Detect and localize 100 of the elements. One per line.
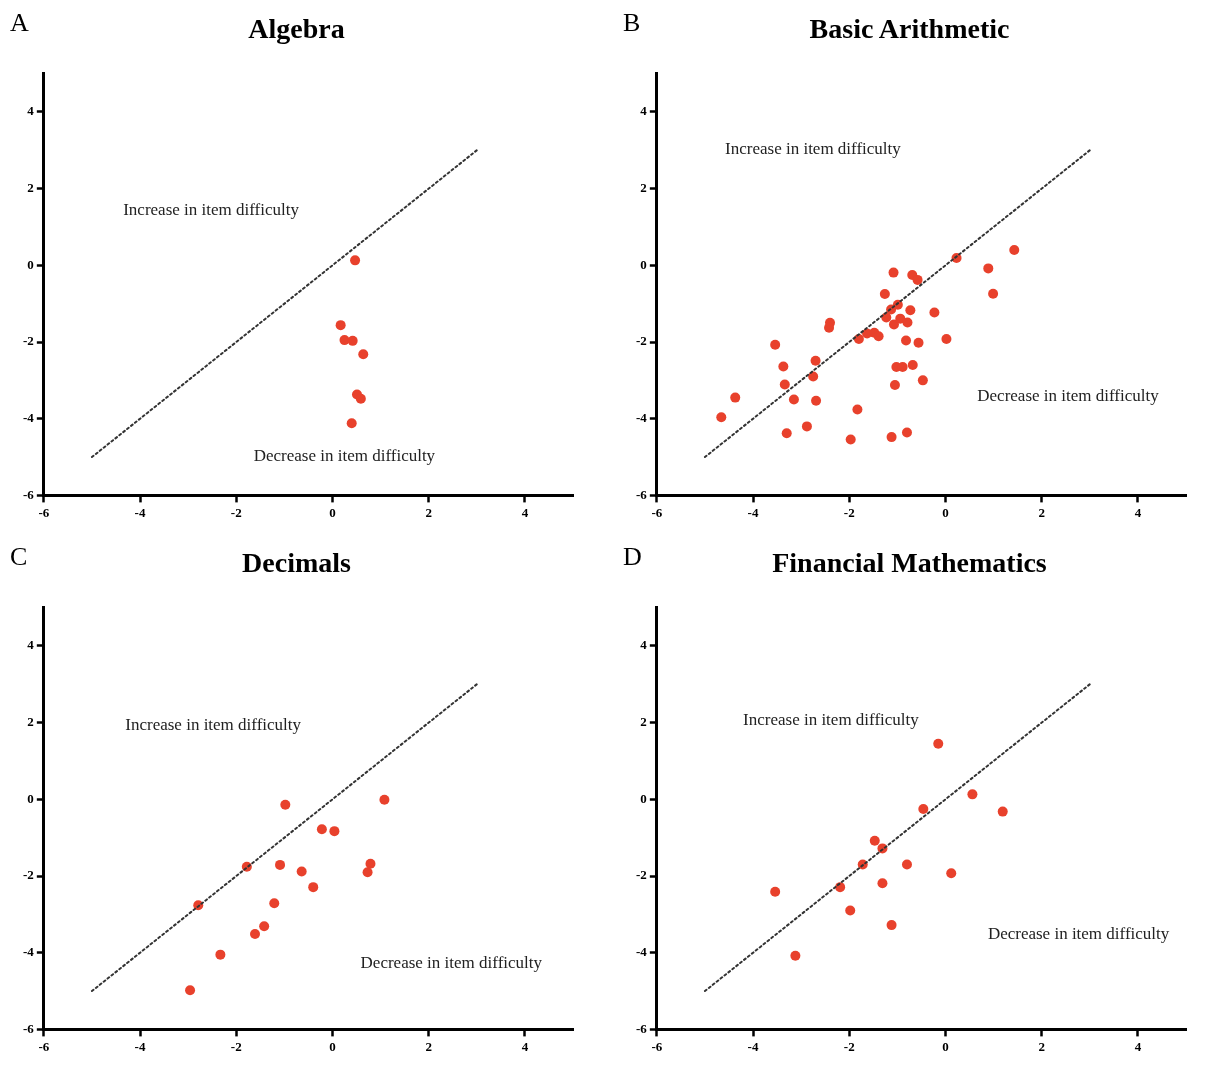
y-tick-label: 0: [640, 256, 647, 272]
chart-subtitle: C: [10, 542, 28, 572]
y-tick-label: 2: [640, 714, 647, 729]
y-tick-label: -4: [635, 944, 648, 960]
annotation: Decrease in item difficulty: [977, 385, 1160, 405]
point: [215, 949, 226, 960]
x-tick-label: 4: [521, 504, 529, 520]
point: [185, 985, 196, 996]
point: [886, 432, 897, 443]
point: [912, 274, 923, 285]
point: [905, 305, 916, 316]
annotation: Increase in item difficulty: [123, 200, 300, 220]
chart-title: Financial Mathematics: [772, 547, 1047, 579]
x-tick-label: 4: [1134, 1038, 1142, 1054]
point: [913, 337, 924, 348]
point: [901, 335, 912, 346]
y-tick-label: -4: [22, 410, 35, 426]
point: [933, 738, 944, 749]
point: [778, 361, 789, 372]
x-tick-label: 0: [329, 1038, 336, 1054]
point: [779, 379, 790, 390]
y-tick-label: -6: [635, 486, 648, 502]
point: [929, 307, 940, 318]
y-tick-label: -4: [22, 944, 35, 960]
point: [781, 428, 792, 439]
y-tick-label: 0: [27, 790, 34, 806]
y-tick-label: 2: [27, 714, 34, 729]
y-tick-label: -2: [22, 333, 34, 349]
x-tick-label: 4: [1134, 504, 1142, 520]
x-tick-label: -4: [747, 1038, 759, 1054]
point: [350, 255, 361, 266]
y-tick-label: -2: [22, 867, 34, 883]
y-tick-label: -6: [22, 1020, 35, 1036]
chart-title: Basic Arithmetic: [809, 13, 1010, 45]
point: [1009, 244, 1020, 255]
x-tick-label: -6: [651, 504, 663, 520]
chart-subtitle: A: [10, 8, 29, 38]
point: [280, 799, 291, 810]
y-tick-label: 4: [640, 103, 648, 119]
point: [788, 394, 799, 405]
x-tick-label: 2: [425, 1038, 432, 1054]
point: [946, 868, 957, 879]
x-tick-label: 0: [329, 504, 336, 520]
y-tick-label: -6: [635, 1020, 648, 1036]
point: [902, 317, 913, 328]
y-tick-label: 2: [640, 180, 647, 195]
x-tick-label: 2: [1038, 1038, 1045, 1054]
point: [730, 392, 741, 403]
point: [886, 920, 897, 931]
point: [941, 333, 952, 344]
y-tick-label: -6: [22, 486, 35, 502]
point: [889, 379, 900, 390]
chart-title: Algebra: [248, 13, 345, 45]
point: [770, 886, 781, 897]
point: [259, 921, 270, 932]
point: [250, 928, 261, 939]
x-tick-label: -2: [843, 504, 855, 520]
x-tick-label: 0: [942, 1038, 949, 1054]
point: [379, 794, 390, 805]
annotation: Decrease in item difficulty: [360, 953, 543, 973]
annotation: Increase in item difficulty: [125, 714, 302, 734]
point: [365, 858, 376, 869]
y-tick-label: 4: [27, 637, 35, 653]
annotation: Increase in item difficulty: [725, 139, 902, 159]
point: [296, 866, 307, 877]
point: [873, 331, 884, 342]
y-tick-label: -2: [635, 867, 647, 883]
point: [790, 950, 801, 961]
y-tick-label: 2: [27, 180, 34, 195]
y-tick-label: -4: [635, 410, 648, 426]
point: [355, 393, 366, 404]
point: [907, 360, 918, 371]
x-tick-label: -6: [38, 504, 50, 520]
annotation: Decrease in item difficulty: [253, 446, 436, 466]
x-tick-label: -2: [843, 1038, 855, 1054]
point: [845, 905, 856, 916]
point: [346, 418, 357, 429]
chart-title: Decimals: [242, 547, 352, 579]
point: [917, 375, 928, 386]
y-tick-label: -2: [635, 333, 647, 349]
x-tick-label: 4: [521, 1038, 529, 1054]
point: [983, 263, 994, 274]
point: [801, 421, 812, 432]
point: [888, 319, 899, 330]
point: [918, 803, 929, 814]
point: [845, 434, 856, 445]
point: [877, 878, 888, 889]
x-tick-label: -2: [230, 1038, 242, 1054]
point: [339, 335, 350, 346]
x-tick-label: -4: [134, 1038, 146, 1054]
point: [347, 335, 358, 346]
point: [362, 867, 373, 878]
point: [808, 371, 819, 382]
point: [810, 355, 821, 366]
point: [316, 824, 327, 835]
point: [716, 412, 727, 423]
point: [308, 882, 319, 893]
chart-subtitle: B: [623, 8, 641, 38]
point: [811, 395, 822, 406]
y-tick-label: 4: [27, 103, 35, 119]
